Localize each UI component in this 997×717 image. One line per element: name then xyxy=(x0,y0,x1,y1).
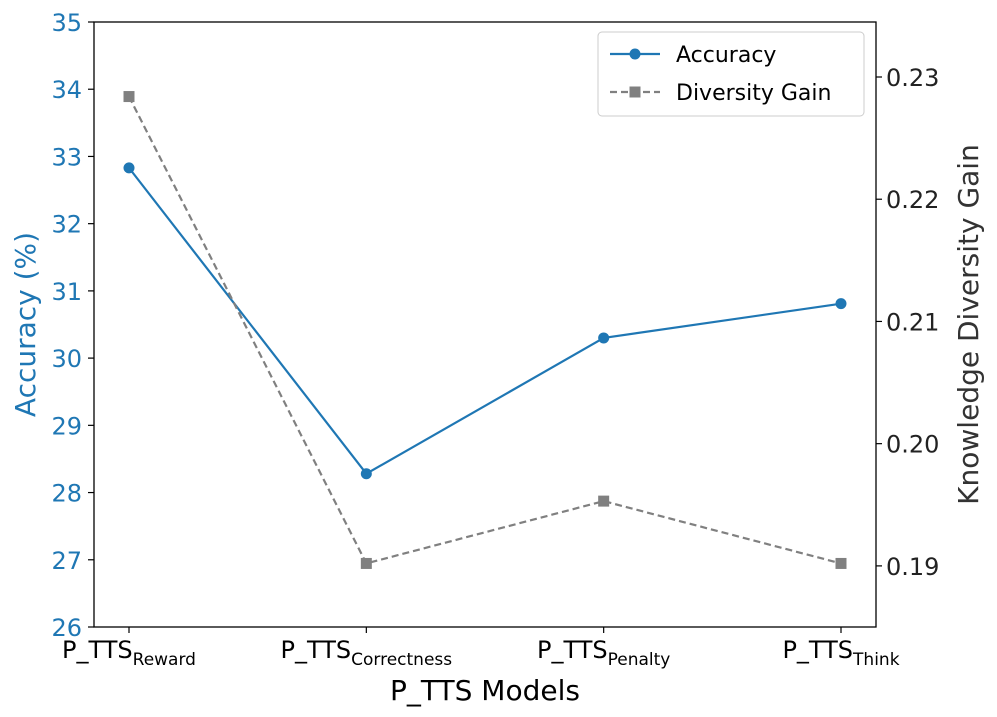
x-tick-label: P_TTSPenalty xyxy=(537,636,670,670)
right-axis-ticks: 0.19 0.20 0.21 0.22 0.23 xyxy=(876,64,939,581)
right-axis-label: Knowledge Diversity Gain xyxy=(952,144,985,505)
right-tick-label: 0.20 xyxy=(886,431,939,459)
x-tick-label-sub: Reward xyxy=(133,650,196,670)
left-tick-label: 26 xyxy=(51,614,82,642)
x-tick-label-base: P_TTS xyxy=(62,636,133,664)
legend-diversity-label: Diversity Gain xyxy=(676,81,831,106)
left-tick-label: 32 xyxy=(51,211,82,239)
right-tick-label: 0.23 xyxy=(886,64,939,92)
legend-accuracy-label: Accuracy xyxy=(676,43,776,68)
series-layer xyxy=(123,91,847,569)
x-tick-label-base: P_TTS xyxy=(281,636,352,664)
left-tick-label: 31 xyxy=(51,278,82,306)
series-0-point xyxy=(835,298,847,310)
x-tick-label: P_TTSReward xyxy=(62,636,196,670)
series-0-point xyxy=(598,332,610,344)
x-tick-label-sub: Penalty xyxy=(608,650,671,670)
series-1-point xyxy=(598,495,610,507)
x-axis-ticks: P_TTSReward P_TTSCorrectness P_TTSPenalty P… xyxy=(62,627,900,670)
series-0-line xyxy=(128,167,842,476)
x-axis-label: P_TTS Models xyxy=(390,674,580,707)
series-1-point xyxy=(360,557,372,569)
legend-diversity-marker xyxy=(629,86,641,98)
right-tick-label: 0.19 xyxy=(886,553,939,581)
series-1-point xyxy=(835,557,847,569)
right-tick-label: 0.21 xyxy=(886,308,939,336)
legend-accuracy-marker xyxy=(629,48,641,60)
series-0-point xyxy=(360,468,372,480)
right-tick-label: 0.22 xyxy=(886,186,939,214)
left-tick-label: 29 xyxy=(51,412,82,440)
x-tick-label: P_TTSThink xyxy=(782,636,899,670)
x-tick-label-sub: Think xyxy=(852,650,900,670)
series-0-point xyxy=(123,162,135,174)
x-tick-label-sub: Correctness xyxy=(351,650,452,670)
left-tick-label: 30 xyxy=(51,345,82,373)
legend: Accuracy Diversity Gain xyxy=(597,31,865,117)
left-tick-label: 35 xyxy=(51,9,82,37)
left-tick-label: 28 xyxy=(51,480,82,508)
plot-frame xyxy=(93,21,877,628)
series-1-point xyxy=(123,91,135,103)
x-tick-label-base: P_TTS xyxy=(537,636,608,664)
left-axis-label: Accuracy (%) xyxy=(9,232,42,417)
legend-box xyxy=(597,31,865,117)
x-tick-label: P_TTSCorrectness xyxy=(281,636,453,670)
left-tick-label: 34 xyxy=(51,76,82,104)
left-tick-label: 33 xyxy=(51,143,82,171)
left-axis-ticks: 26 27 28 29 30 31 32 33 34 35 xyxy=(51,9,94,642)
series-1-line xyxy=(128,96,842,565)
left-tick-label: 27 xyxy=(51,547,82,575)
x-tick-label-base: P_TTS xyxy=(782,636,853,664)
